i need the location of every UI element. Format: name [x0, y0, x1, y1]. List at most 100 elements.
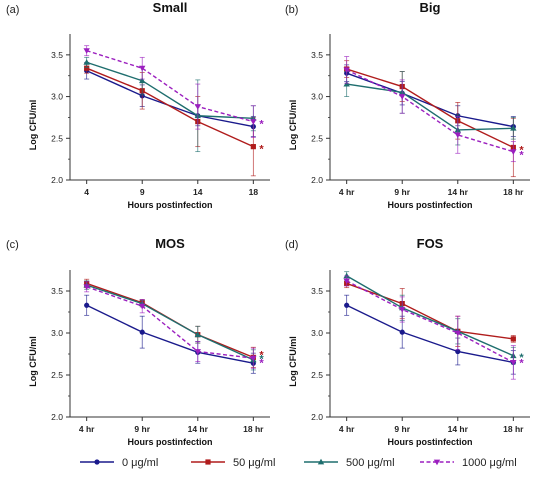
data-point [139, 65, 146, 72]
series-0-ug-ml [84, 294, 256, 374]
y-tick-label: 2.0 [311, 412, 323, 422]
data-point [399, 307, 406, 313]
data-point [83, 59, 90, 65]
series-line [86, 304, 254, 364]
x-tick-label: 9 hr [134, 424, 150, 434]
significance-star: * [259, 354, 264, 366]
chart-title: FOS [417, 236, 444, 251]
data-point [510, 125, 517, 131]
legend-marker [94, 459, 100, 465]
data-point [139, 77, 146, 84]
significance-star: * [259, 144, 264, 156]
data-point [250, 355, 257, 362]
y-tick-label: 2.5 [51, 370, 63, 380]
legend: 0 μg/ml 50 μg/ml 500 μg/ml 1000 μg/ml [80, 457, 517, 469]
x-tick-label: 14 hr [188, 424, 209, 434]
y-tick-label: 2.0 [311, 175, 323, 185]
series-line [86, 67, 254, 148]
legend-item-0-ug-ml: 0 μg/ml [80, 457, 158, 469]
panel-label: (c) [6, 239, 19, 251]
x-axis-title: Hours postinfection [388, 437, 473, 447]
data-point [399, 329, 405, 335]
series-1000-ug-ml [343, 275, 517, 380]
data-point [194, 331, 201, 338]
x-tick-label: 9 hr [394, 187, 410, 197]
data-point [139, 329, 145, 335]
data-point [250, 144, 256, 150]
panel-label: (d) [285, 239, 298, 251]
legend-label: 500 μg/ml [346, 457, 395, 469]
data-point [139, 303, 146, 310]
y-tick-label: 3.0 [311, 92, 323, 102]
significance-star: * [259, 119, 264, 131]
y-axis-title: Log CFU/ml [28, 336, 38, 387]
data-point [343, 272, 350, 279]
significance-star: * [519, 149, 524, 161]
y-tick-label: 3.5 [311, 286, 323, 296]
x-axis-title: Hours postinfection [388, 200, 473, 210]
x-tick-label: 4 hr [339, 187, 355, 197]
y-tick-label: 3.5 [311, 50, 323, 60]
series-line [346, 280, 514, 364]
chart-panel-big: (b) Big 2.0 2.5 3.0 3.5 4 hr 9 hr 14 hr 18 hr Hour… [285, 0, 530, 210]
x-tick-label: 18 hr [503, 424, 524, 434]
series-line [346, 68, 514, 149]
y-tick-label: 3.5 [51, 50, 63, 60]
series-line [346, 275, 514, 357]
y-axis-title: Log CFU/ml [28, 100, 38, 151]
series-line [346, 304, 514, 364]
x-axis-title: Hours postinfection [128, 200, 213, 210]
series-50-ug-ml [344, 60, 516, 178]
legend-item-500-ug-ml: 500 μg/ml [304, 457, 395, 469]
x-tick-label: 9 hr [394, 424, 410, 434]
x-tick-label: 18 hr [503, 187, 524, 197]
data-point [343, 80, 350, 87]
y-tick-label: 3.0 [51, 328, 63, 338]
y-tick-label: 3.0 [51, 92, 63, 102]
chart-panel-small: (a) Small 2.0 2.5 3.0 3.5 4 9 14 18 Hours postinfe… [6, 0, 270, 210]
series-line [86, 284, 254, 361]
x-tick-label: 18 [249, 187, 259, 197]
y-axis-title: Log CFU/ml [288, 336, 298, 387]
y-tick-label: 2.0 [51, 412, 63, 422]
significance-star: * [519, 352, 524, 364]
y-tick-label: 2.5 [51, 133, 63, 143]
data-point [510, 360, 517, 366]
legend-label: 50 μg/ml [233, 457, 275, 469]
x-tick-label: 9 [140, 187, 145, 197]
panel-label: (b) [285, 4, 298, 16]
legend-label: 1000 μg/ml [462, 457, 517, 469]
significance-star: * [519, 144, 524, 156]
data-point [250, 119, 257, 125]
legend-item-50-ug-ml: 50 μg/ml [191, 457, 275, 469]
x-tick-label: 14 hr [448, 424, 469, 434]
legend-marker [317, 458, 325, 465]
data-point [454, 132, 461, 139]
y-tick-label: 2.5 [311, 370, 323, 380]
data-point [454, 330, 461, 337]
x-tick-label: 4 hr [339, 424, 355, 434]
data-point [344, 302, 350, 308]
significance-star: * [519, 358, 524, 370]
panel-label: (a) [6, 4, 19, 16]
data-point [399, 94, 406, 100]
data-point [343, 67, 350, 74]
x-tick-label: 4 hr [79, 424, 95, 434]
y-tick-label: 3.0 [311, 328, 323, 338]
chart-title: Small [153, 0, 188, 15]
x-tick-label: 14 hr [448, 187, 469, 197]
series-line [86, 282, 254, 359]
series-line [86, 50, 254, 123]
series-line [86, 61, 254, 119]
legend-marker [205, 459, 211, 465]
data-point [343, 278, 350, 285]
x-tick-label: 4 [84, 187, 89, 197]
significance-star: * [259, 358, 264, 370]
y-tick-label: 2.0 [51, 175, 63, 185]
series-500-ug-ml [83, 56, 257, 153]
panels: (a) Small 2.0 2.5 3.0 3.5 4 9 14 18 Hours postinfe… [6, 0, 530, 447]
data-point [510, 149, 517, 155]
series-0-ug-ml [84, 61, 256, 138]
series-500-ug-ml [83, 280, 257, 371]
